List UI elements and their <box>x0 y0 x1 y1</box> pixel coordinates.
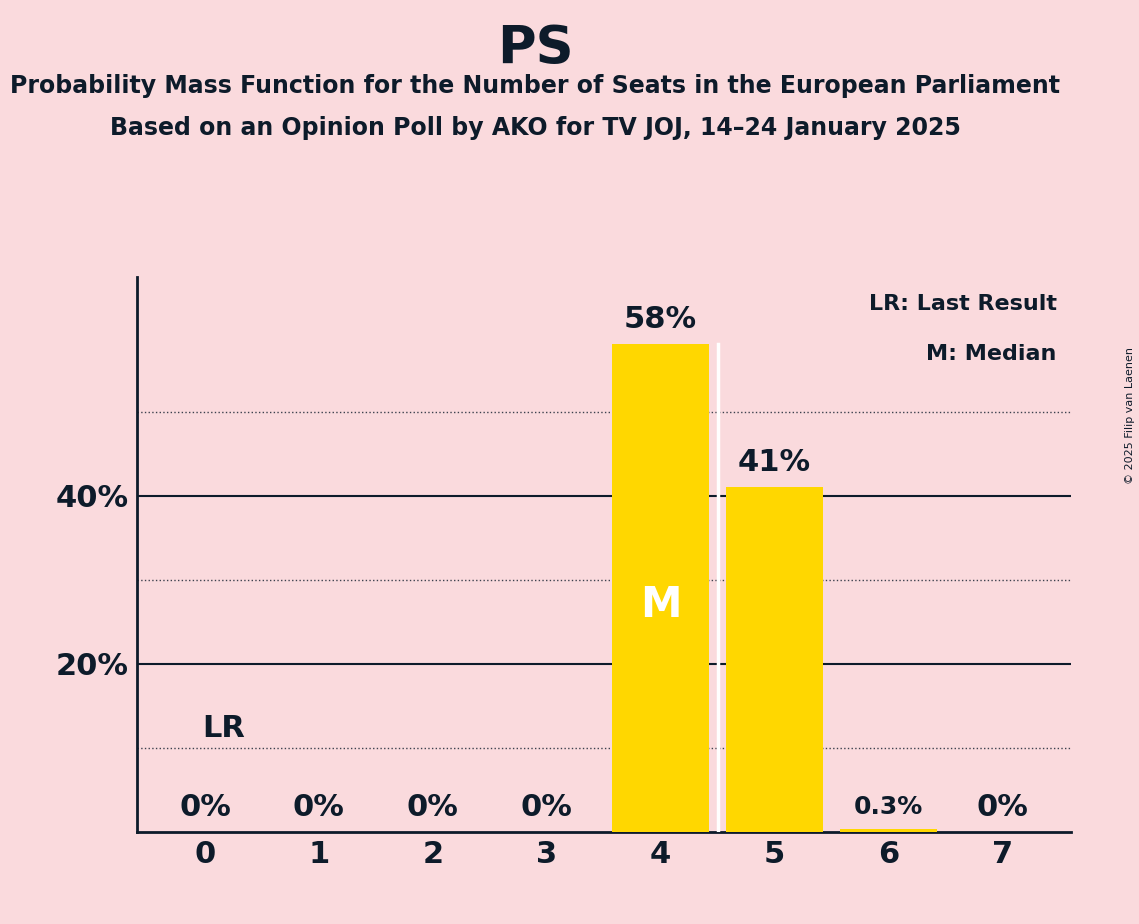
Text: M: M <box>640 584 681 626</box>
Text: 0%: 0% <box>407 793 459 821</box>
Text: 0%: 0% <box>521 793 573 821</box>
Text: 0.3%: 0.3% <box>854 795 923 819</box>
Text: Probability Mass Function for the Number of Seats in the European Parliament: Probability Mass Function for the Number… <box>10 74 1060 98</box>
Text: M: Median: M: Median <box>926 344 1057 364</box>
Bar <box>613 345 708 832</box>
Text: LR: LR <box>203 714 246 744</box>
Text: © 2025 Filip van Laenen: © 2025 Filip van Laenen <box>1125 347 1134 484</box>
Text: PS: PS <box>497 23 574 75</box>
Text: 58%: 58% <box>624 305 697 334</box>
Bar <box>839 829 936 832</box>
Text: 0%: 0% <box>179 793 231 821</box>
Text: 41%: 41% <box>738 448 811 477</box>
Text: 0%: 0% <box>293 793 345 821</box>
Text: LR: Last Result: LR: Last Result <box>869 294 1057 314</box>
Text: Based on an Opinion Poll by AKO for TV JOJ, 14–24 January 2025: Based on an Opinion Poll by AKO for TV J… <box>109 116 961 140</box>
Bar <box>727 487 822 832</box>
Text: 0%: 0% <box>976 793 1029 821</box>
